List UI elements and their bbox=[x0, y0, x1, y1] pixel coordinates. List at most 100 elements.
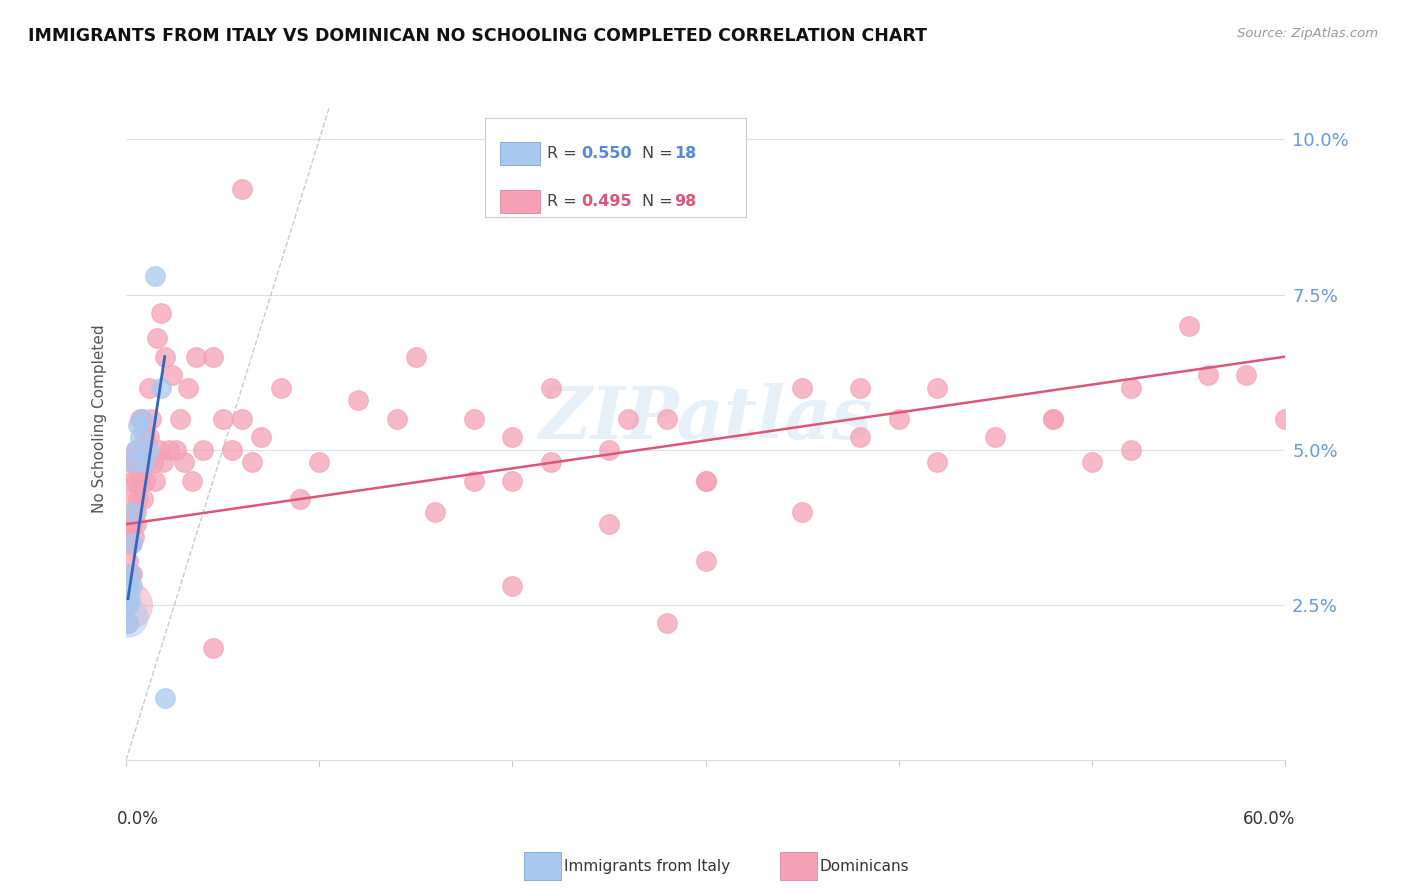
Text: ZIPatlas: ZIPatlas bbox=[538, 384, 873, 454]
Point bbox=[117, 598, 139, 612]
Point bbox=[134, 474, 156, 488]
Point bbox=[143, 268, 166, 283]
Text: 98: 98 bbox=[675, 194, 696, 209]
Point bbox=[1119, 442, 1142, 457]
Text: R =: R = bbox=[547, 146, 582, 161]
Point bbox=[117, 610, 139, 624]
Point bbox=[501, 474, 523, 488]
Point bbox=[121, 579, 143, 593]
Point bbox=[463, 474, 485, 488]
Point bbox=[598, 517, 620, 532]
Text: Dominicans: Dominicans bbox=[820, 859, 910, 873]
Point bbox=[121, 474, 143, 488]
FancyBboxPatch shape bbox=[485, 119, 747, 218]
Point bbox=[146, 331, 169, 345]
Point bbox=[425, 505, 447, 519]
Point bbox=[131, 411, 153, 425]
Point bbox=[792, 381, 814, 395]
Point bbox=[231, 411, 253, 425]
Point bbox=[927, 455, 949, 469]
Point bbox=[152, 455, 174, 469]
Point bbox=[270, 381, 292, 395]
Text: N =: N = bbox=[643, 146, 678, 161]
Text: N =: N = bbox=[643, 194, 678, 209]
Point bbox=[180, 474, 202, 488]
Point bbox=[117, 517, 139, 532]
Point bbox=[308, 455, 330, 469]
Point bbox=[201, 641, 224, 656]
Point bbox=[127, 455, 149, 469]
Text: R =: R = bbox=[547, 194, 582, 209]
Point bbox=[984, 430, 1007, 444]
Point bbox=[138, 430, 160, 444]
Point bbox=[125, 505, 148, 519]
Point bbox=[132, 492, 155, 507]
Text: Source: ZipAtlas.com: Source: ZipAtlas.com bbox=[1237, 27, 1378, 40]
Point bbox=[385, 411, 408, 425]
Text: 60.0%: 60.0% bbox=[1243, 810, 1295, 828]
Point bbox=[149, 381, 172, 395]
Point bbox=[849, 430, 872, 444]
Text: IMMIGRANTS FROM ITALY VS DOMINICAN NO SCHOOLING COMPLETED CORRELATION CHART: IMMIGRANTS FROM ITALY VS DOMINICAN NO SC… bbox=[28, 27, 927, 45]
Point bbox=[128, 430, 150, 444]
Point bbox=[122, 505, 145, 519]
Point bbox=[134, 455, 156, 469]
Point bbox=[849, 381, 872, 395]
Point bbox=[142, 455, 165, 469]
Point bbox=[540, 381, 562, 395]
Y-axis label: No Schooling Completed: No Schooling Completed bbox=[93, 325, 107, 513]
Point bbox=[193, 442, 215, 457]
Point bbox=[655, 411, 678, 425]
Point bbox=[143, 474, 166, 488]
Point bbox=[501, 579, 523, 593]
Point bbox=[128, 474, 150, 488]
Point bbox=[1042, 411, 1064, 425]
Point bbox=[165, 442, 187, 457]
Point bbox=[655, 616, 678, 631]
Point bbox=[118, 566, 141, 581]
Point bbox=[887, 411, 910, 425]
Point bbox=[501, 430, 523, 444]
Point bbox=[117, 598, 139, 612]
Point bbox=[117, 554, 139, 568]
Point bbox=[121, 566, 143, 581]
Point bbox=[149, 306, 172, 320]
Point bbox=[184, 350, 207, 364]
Point bbox=[132, 442, 155, 457]
Point bbox=[288, 492, 311, 507]
Point bbox=[1119, 381, 1142, 395]
Point bbox=[127, 492, 149, 507]
Point bbox=[347, 393, 370, 408]
FancyBboxPatch shape bbox=[501, 190, 540, 213]
Point bbox=[169, 411, 191, 425]
Point bbox=[117, 579, 139, 593]
Point bbox=[1177, 318, 1199, 333]
Point bbox=[125, 474, 148, 488]
Point bbox=[201, 350, 224, 364]
Point bbox=[121, 536, 143, 550]
Point bbox=[153, 690, 176, 705]
Point bbox=[118, 536, 141, 550]
Text: 0.495: 0.495 bbox=[582, 194, 633, 209]
Point bbox=[117, 616, 139, 631]
Point bbox=[122, 455, 145, 469]
Point bbox=[122, 530, 145, 544]
Point bbox=[118, 455, 141, 469]
Point bbox=[695, 474, 717, 488]
Point bbox=[148, 442, 170, 457]
Text: Immigrants from Italy: Immigrants from Italy bbox=[564, 859, 730, 873]
Point bbox=[405, 350, 427, 364]
Text: 0.0%: 0.0% bbox=[117, 810, 159, 828]
FancyBboxPatch shape bbox=[501, 143, 540, 166]
Point bbox=[118, 517, 141, 532]
Point bbox=[138, 442, 160, 457]
Point bbox=[121, 517, 143, 532]
Point bbox=[128, 411, 150, 425]
Point bbox=[617, 411, 640, 425]
Point bbox=[162, 368, 184, 383]
Point bbox=[138, 381, 160, 395]
Point bbox=[463, 411, 485, 425]
Point bbox=[118, 492, 141, 507]
Point bbox=[240, 455, 263, 469]
Point bbox=[1274, 411, 1296, 425]
